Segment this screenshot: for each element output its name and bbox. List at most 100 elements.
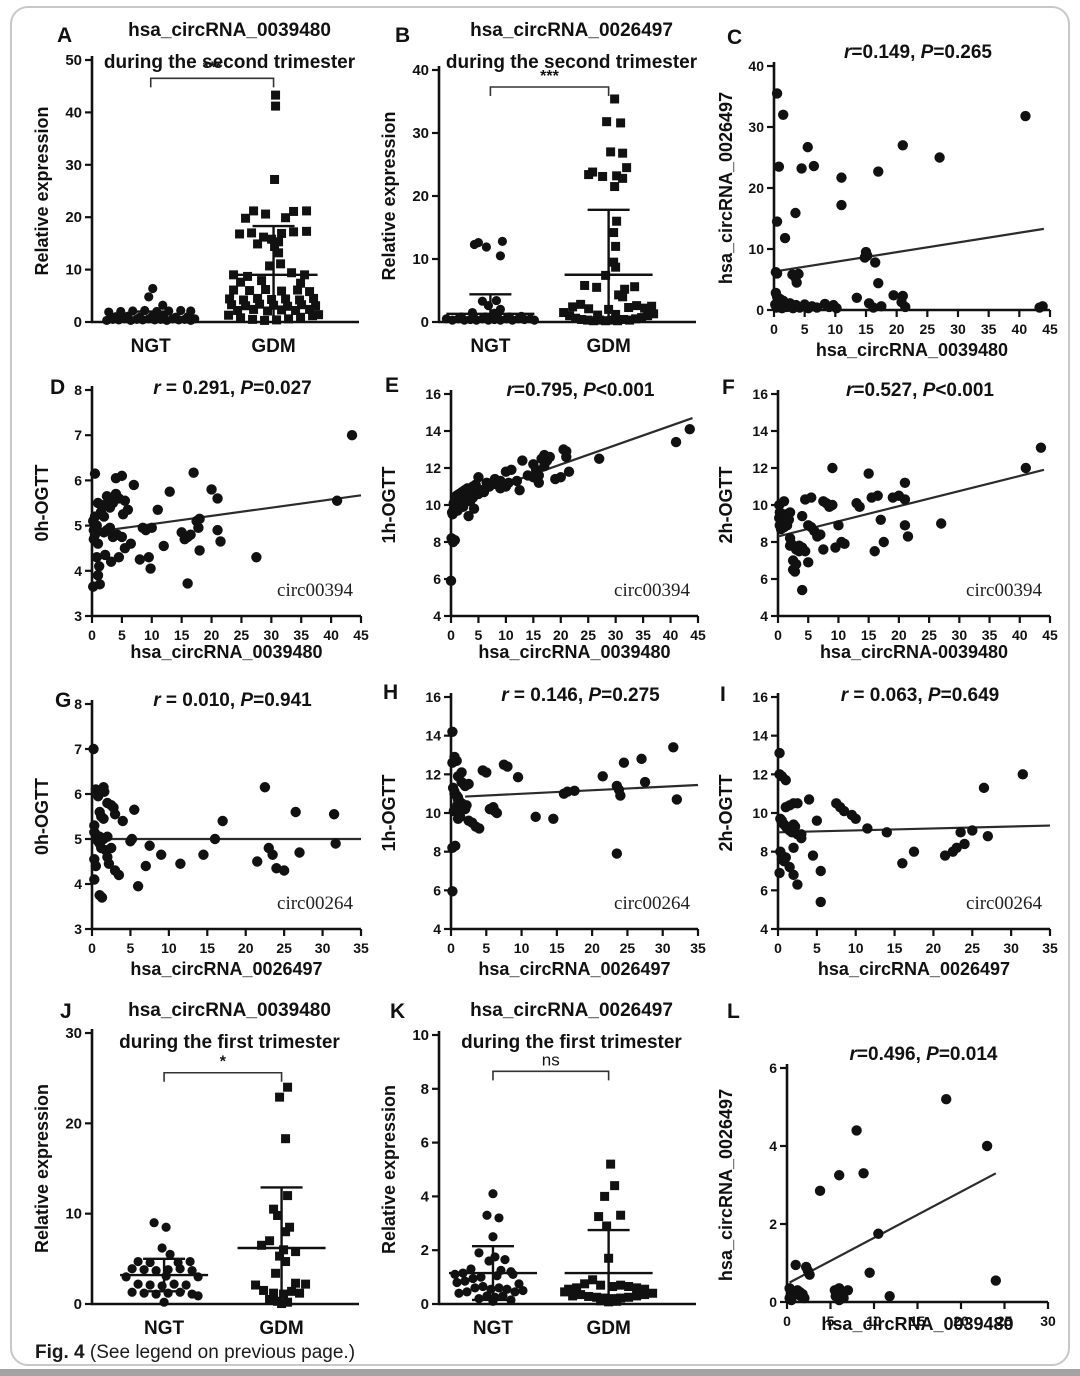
svg-text:3: 3 xyxy=(74,921,82,937)
svg-text:10: 10 xyxy=(514,940,530,956)
scatter-points xyxy=(774,442,1047,596)
y-axis-label: Relative expression xyxy=(379,111,399,280)
svg-text:45: 45 xyxy=(1042,321,1058,337)
svg-text:0: 0 xyxy=(447,940,455,956)
panel-title-line1: hsa_circRNA_0039480 xyxy=(128,20,331,41)
panel-title-line2: during the first trimester xyxy=(461,1032,682,1053)
svg-text:6: 6 xyxy=(760,882,768,898)
scatter-points xyxy=(88,743,341,903)
error-bar xyxy=(448,1244,537,1302)
svg-text:35: 35 xyxy=(293,627,309,643)
svg-text:30: 30 xyxy=(608,627,624,643)
svg-text:15: 15 xyxy=(549,940,565,956)
svg-text:5: 5 xyxy=(801,321,809,337)
svg-text:40: 40 xyxy=(663,627,679,643)
svg-text:8: 8 xyxy=(433,844,441,860)
svg-text:35: 35 xyxy=(1042,940,1058,956)
panel-k: K 0 2 4 6 8 10 Relative expression hsa_circRNA_0… xyxy=(375,990,710,1342)
panel-title-line2: during the second trimester xyxy=(104,52,356,73)
svg-text:6: 6 xyxy=(433,882,441,898)
svg-text:0: 0 xyxy=(774,940,782,956)
svg-text:0: 0 xyxy=(74,1296,82,1313)
trend-line xyxy=(91,494,362,534)
x-axis-label: hsa_circRNA_0026497 xyxy=(130,959,322,979)
svg-text:25: 25 xyxy=(620,940,636,956)
stat-annotation: r = 0.146, P=0.275 xyxy=(501,685,660,706)
error-bar xyxy=(120,1257,209,1293)
scatter-points xyxy=(445,423,695,587)
category-label: NGT xyxy=(473,1318,513,1339)
chart-svg-l: L 0 2 4 6 hsa_circRNA_0026497 r=0.496, P=0.014… xyxy=(716,1000,1056,1334)
svg-text:10: 10 xyxy=(752,497,768,513)
y-axis-label: 0h-OGTT xyxy=(32,778,52,855)
svg-text:20: 20 xyxy=(891,627,907,643)
svg-text:10: 10 xyxy=(65,262,82,279)
chart-svg-b: B 0 10 20 30 40 Relative expression hsa_circRNA… xyxy=(379,20,698,357)
trend-line xyxy=(777,468,1045,538)
chart-svg-c: C 0 10 20 30 40 hsa_circRNA_0026497 r=0.149, P=… xyxy=(716,26,1058,360)
panel-g: G 3 4 5 6 7 8 0h-OGTT r = 0.010, P=0.941 0 5 10 15 20… xyxy=(28,675,375,987)
svg-text:10: 10 xyxy=(161,940,177,956)
svg-text:4: 4 xyxy=(74,563,82,579)
svg-text:16: 16 xyxy=(752,689,768,705)
svg-text:45: 45 xyxy=(1042,627,1058,643)
svg-text:15: 15 xyxy=(910,1313,926,1329)
svg-text:6: 6 xyxy=(74,786,82,802)
svg-text:25: 25 xyxy=(997,1313,1013,1329)
panel-h: H 4 6 8 10 12 14 16 1h-OGTT r = 0.146, P=0.275 0 5 1… xyxy=(375,675,710,987)
bottom-bar xyxy=(0,1369,1080,1376)
svg-text:6: 6 xyxy=(74,472,82,488)
y-axis-label: Relative expression xyxy=(32,1084,52,1253)
svg-text:35: 35 xyxy=(635,627,651,643)
svg-text:30: 30 xyxy=(315,940,331,956)
significance-bracket xyxy=(149,77,275,88)
svg-text:20: 20 xyxy=(553,627,569,643)
svg-text:0: 0 xyxy=(783,1313,791,1329)
svg-text:10: 10 xyxy=(848,940,864,956)
svg-text:25: 25 xyxy=(276,940,292,956)
trend-line xyxy=(777,824,1051,834)
svg-text:14: 14 xyxy=(425,423,441,439)
panel-letter: F xyxy=(722,376,735,399)
corner-annotation: circ00394 xyxy=(614,580,690,601)
svg-text:0: 0 xyxy=(770,321,778,337)
category-label: NGT xyxy=(470,336,511,357)
scatter-points xyxy=(784,1094,1001,1306)
y-axis-label: 2h-OGTT xyxy=(716,467,736,544)
panel-b: B 0 10 20 30 40 Relative expression hsa_circRNA… xyxy=(375,10,710,368)
significance-bracket xyxy=(489,86,610,97)
svg-text:10: 10 xyxy=(65,1206,82,1223)
svg-text:15: 15 xyxy=(526,627,542,643)
y-axis-label: hsa_circRNA_0026497 xyxy=(716,92,736,284)
svg-text:20: 20 xyxy=(889,321,905,337)
significance-bracket xyxy=(163,1071,283,1082)
svg-text:30: 30 xyxy=(65,1025,82,1042)
panel-a: A 0 10 20 30 40 50 Relative expression hsa_circR… xyxy=(28,10,375,368)
svg-text:40: 40 xyxy=(65,104,82,121)
significance-label: *** xyxy=(540,68,559,85)
panel-letter: C xyxy=(727,26,742,49)
svg-text:30: 30 xyxy=(748,119,764,135)
svg-text:10: 10 xyxy=(144,627,160,643)
svg-text:50: 50 xyxy=(65,52,82,69)
significance-label: * xyxy=(220,1054,227,1071)
svg-text:15: 15 xyxy=(861,627,877,643)
x-axis-label: hsa_circRNA_0026497 xyxy=(818,959,1010,979)
svg-text:30: 30 xyxy=(952,627,968,643)
corner-annotation: circ00394 xyxy=(277,580,353,601)
x-axis-label: hsa_circRNA_0039480 xyxy=(478,642,670,662)
x-axis-label: hsa_circRNA_0039480 xyxy=(130,642,322,662)
panel-title-line2: during the second trimester xyxy=(446,52,698,73)
scatter-points xyxy=(774,747,1028,908)
svg-text:35: 35 xyxy=(982,627,998,643)
svg-text:35: 35 xyxy=(690,940,706,956)
category-label: GDM xyxy=(586,336,630,357)
panel-letter: K xyxy=(390,1000,405,1023)
svg-text:45: 45 xyxy=(690,627,706,643)
svg-text:7: 7 xyxy=(74,427,82,443)
svg-text:5: 5 xyxy=(482,940,490,956)
svg-text:35: 35 xyxy=(981,321,997,337)
svg-text:40: 40 xyxy=(748,58,764,74)
svg-text:20: 20 xyxy=(748,180,764,196)
